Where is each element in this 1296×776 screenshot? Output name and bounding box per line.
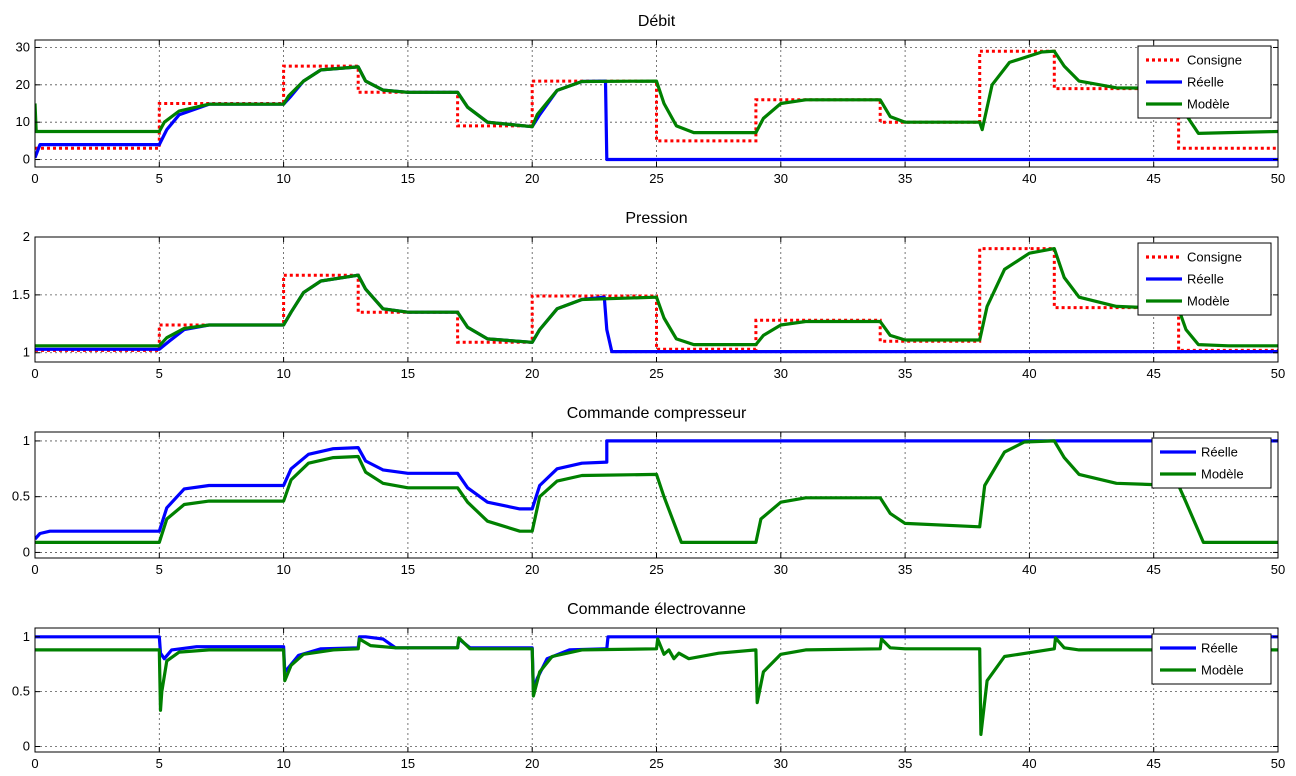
x-tick-label: 15 (401, 562, 415, 577)
y-tick-label: 0 (23, 152, 30, 167)
x-tick-label: 40 (1022, 171, 1036, 186)
legend-label: Modèle (1187, 294, 1230, 309)
x-tick-label: 15 (401, 366, 415, 381)
y-tick-label: 20 (16, 77, 30, 92)
x-tick-label: 45 (1146, 756, 1160, 771)
x-tick-label: 20 (525, 366, 539, 381)
x-tick-label: 30 (774, 756, 788, 771)
x-tick-label: 30 (774, 366, 788, 381)
y-tick-label: 0.5 (12, 489, 30, 504)
legend: Réelle Modèle (1151, 633, 1272, 685)
legend-label: Modèle (1187, 97, 1230, 112)
subplot-title: Débit (638, 13, 676, 30)
x-tick-label: 50 (1271, 366, 1285, 381)
x-tick-label: 0 (31, 366, 38, 381)
x-tick-label: 0 (31, 171, 38, 186)
series-line-r-elle (35, 439, 1278, 541)
x-tick-label: 35 (898, 756, 912, 771)
y-tick-label: 0.5 (12, 684, 30, 699)
y-tick-label: 1 (23, 345, 30, 360)
x-tick-label: 40 (1022, 562, 1036, 577)
x-tick-label: 10 (276, 366, 290, 381)
y-tick-label: 0 (23, 739, 30, 754)
x-tick-label: 50 (1271, 171, 1285, 186)
subplot-title: Pression (625, 210, 687, 227)
legend-label: Consigne (1187, 250, 1242, 265)
series-line-mod-le (35, 636, 1278, 737)
y-tick-label: 1 (23, 629, 30, 644)
x-tick-label: 10 (276, 756, 290, 771)
series-line-consigne (35, 247, 1278, 352)
legend-label: Réelle (1187, 75, 1224, 90)
x-tick-label: 5 (156, 366, 163, 381)
x-tick-label: 25 (649, 562, 663, 577)
subplot-title: Commande électrovanne (567, 601, 746, 618)
legend-label: Modèle (1201, 467, 1244, 482)
y-tick-label: 1 (23, 433, 30, 448)
x-tick-label: 45 (1146, 562, 1160, 577)
x-tick-label: 15 (401, 171, 415, 186)
x-tick-label: 10 (276, 171, 290, 186)
axes-box (34, 431, 1279, 559)
legend-box (1151, 437, 1272, 489)
y-tick-label: 1.5 (12, 287, 30, 302)
subplot-1: Débit 0 5 10 15 20 25 30 35 40 45 50 0 10 20 30 Consigne… (16, 13, 1286, 186)
x-tick-label: 20 (525, 562, 539, 577)
x-tick-label: 5 (156, 562, 163, 577)
x-tick-label: 30 (774, 171, 788, 186)
legend-box (1151, 633, 1272, 685)
x-tick-label: 25 (649, 171, 663, 186)
series-line-mod-le (35, 49, 1278, 135)
x-tick-label: 40 (1022, 366, 1036, 381)
x-tick-label: 20 (525, 756, 539, 771)
series-line-mod-le (35, 439, 1278, 545)
x-tick-label: 0 (31, 562, 38, 577)
legend: Consigne Réelle Modèle (1137, 242, 1272, 316)
legend-label: Consigne (1187, 53, 1242, 68)
x-tick-label: 15 (401, 756, 415, 771)
subplot-title: Commande compresseur (567, 405, 747, 422)
legend-label: Réelle (1201, 445, 1238, 460)
series-line-mod-le (35, 247, 1278, 348)
x-tick-label: 35 (898, 366, 912, 381)
y-tick-label: 30 (16, 39, 30, 54)
legend: Réelle Modèle (1151, 437, 1272, 489)
x-tick-label: 35 (898, 562, 912, 577)
x-tick-label: 30 (774, 562, 788, 577)
x-tick-label: 20 (525, 171, 539, 186)
x-tick-label: 10 (276, 562, 290, 577)
x-tick-label: 25 (649, 756, 663, 771)
series-group (35, 49, 1278, 162)
x-tick-label: 5 (156, 171, 163, 186)
y-tick-label: 10 (16, 114, 30, 129)
x-tick-label: 50 (1271, 562, 1285, 577)
legend-label: Réelle (1201, 641, 1238, 656)
x-tick-label: 40 (1022, 756, 1036, 771)
series-group (35, 439, 1278, 545)
y-tick-label: 0 (23, 544, 30, 559)
subplot-2: Pression 0 5 10 15 20 25 30 35 40 45 50 1 1.5 2 Consign… (12, 210, 1285, 381)
x-tick-label: 45 (1146, 171, 1160, 186)
x-tick-label: 5 (156, 756, 163, 771)
legend: Consigne Réelle Modèle (1137, 45, 1272, 119)
x-tick-label: 45 (1146, 366, 1160, 381)
x-tick-label: 25 (649, 366, 663, 381)
legend-label: Modèle (1201, 663, 1244, 678)
x-tick-label: 50 (1271, 756, 1285, 771)
legend-label: Réelle (1187, 272, 1224, 287)
series-group (35, 247, 1278, 354)
series-group (35, 635, 1278, 737)
y-tick-label: 2 (23, 229, 30, 244)
x-tick-label: 35 (898, 171, 912, 186)
x-tick-label: 0 (31, 756, 38, 771)
